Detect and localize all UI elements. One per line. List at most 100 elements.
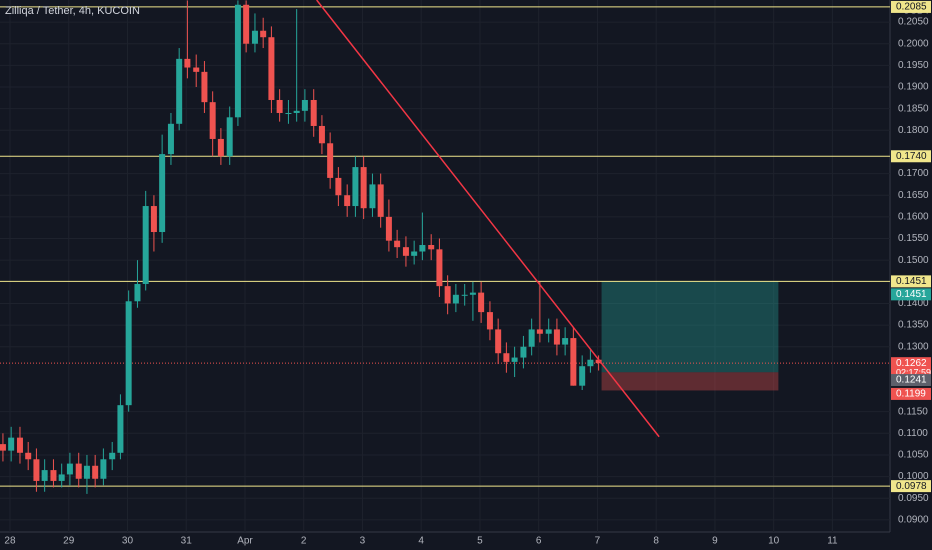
- candle-body: [335, 177, 342, 196]
- candle-body: [16, 437, 23, 453]
- candle-body: [444, 286, 451, 304]
- target-price-label: 0.1451: [896, 289, 927, 300]
- candle-body: [511, 357, 518, 362]
- candle-body: [0, 444, 6, 451]
- hline-price-label-bg: [891, 275, 931, 288]
- candle-body: [310, 99, 317, 126]
- candle-body: [83, 465, 90, 479]
- x-tick-label: 29: [63, 536, 75, 547]
- candle-body: [234, 4, 241, 118]
- x-tick-label: Apr: [237, 536, 253, 547]
- x-tick-label: 30: [122, 536, 134, 547]
- candle-body: [528, 329, 535, 347]
- candle-body: [109, 452, 116, 460]
- y-tick-label: 0.0950: [898, 493, 929, 504]
- candle-body: [436, 249, 443, 287]
- hline-price-label-bg: [891, 150, 931, 163]
- candle-body: [25, 452, 32, 460]
- x-tick-label: 2: [301, 536, 307, 547]
- hline-price-label-bg: [891, 480, 931, 493]
- candle-body: [243, 4, 250, 44]
- candle-body: [570, 338, 577, 386]
- x-tick-label: 28: [4, 536, 16, 547]
- candle-body: [66, 463, 73, 475]
- candle-body: [293, 110, 300, 113]
- candle-body: [159, 154, 166, 233]
- candle-body: [545, 329, 552, 334]
- x-tick-label: 5: [477, 536, 483, 547]
- chart-title: Zilliqa / Tether, 4h, KUCOIN: [5, 5, 140, 17]
- candle-body: [419, 245, 426, 252]
- y-tick-label: 0.1550: [898, 233, 929, 244]
- trendline: [316, 0, 660, 438]
- candle-body: [452, 294, 459, 304]
- candle-body: [478, 292, 485, 313]
- candle-body: [536, 329, 543, 334]
- x-tick-label: 31: [181, 536, 193, 547]
- candle-body: [276, 99, 283, 113]
- countdown: 02:17:59: [896, 368, 931, 378]
- candle-body: [553, 329, 560, 345]
- y-tick-label: 0.1500: [898, 255, 929, 266]
- hline-price-label: 0.1740: [896, 151, 927, 162]
- candle-body: [260, 30, 267, 38]
- y-tick-label: 0.0900: [898, 515, 929, 526]
- candle-body: [8, 437, 15, 451]
- candle-body: [411, 251, 418, 256]
- y-tick-label: 0.1050: [898, 450, 929, 461]
- x-tick-label: 10: [768, 536, 780, 547]
- candle-body: [394, 240, 401, 248]
- hline-price-label: 0.2085: [896, 2, 927, 13]
- candle-body: [209, 102, 216, 139]
- y-tick-label: 0.1800: [898, 125, 929, 136]
- x-tick-label: 7: [595, 536, 601, 547]
- candle-body: [125, 301, 132, 406]
- y-tick-label: 0.1600: [898, 212, 929, 223]
- candle-body: [428, 245, 435, 250]
- candle-body: [92, 465, 99, 479]
- candle-body: [142, 206, 149, 284]
- candle-body: [58, 474, 65, 481]
- y-tick-label: 0.1100: [898, 428, 928, 439]
- entry-price-label: 0.1241: [896, 375, 927, 386]
- target-price-label-bg: [891, 288, 931, 301]
- y-tick-label: 0.1350: [898, 320, 929, 331]
- candle-body: [184, 58, 191, 68]
- candle-body: [562, 338, 569, 345]
- candle-body: [360, 167, 367, 209]
- x-tick-label: 6: [536, 536, 542, 547]
- stop-zone: [601, 372, 779, 391]
- candle-body: [579, 366, 586, 386]
- candle-body: [50, 470, 57, 481]
- candle-body: [75, 463, 82, 479]
- y-tick-label: 0.1700: [898, 168, 929, 179]
- candle-body: [369, 184, 376, 209]
- candle-body: [352, 167, 359, 207]
- x-tick-label: 3: [360, 536, 366, 547]
- y-tick-label: 0.1950: [898, 60, 929, 71]
- candle-body: [385, 216, 392, 241]
- candle-body: [503, 353, 510, 362]
- candle-body: [486, 312, 493, 330]
- y-tick-label: 0.1000: [898, 471, 929, 482]
- candle-body: [327, 143, 334, 178]
- hline-price-label: 0.1451: [896, 276, 927, 287]
- candle-body: [251, 30, 258, 44]
- candle-body: [41, 470, 48, 481]
- x-tick-label: 11: [827, 536, 838, 547]
- candle-body: [318, 125, 325, 144]
- candle-body: [134, 283, 141, 302]
- candle-body: [176, 58, 183, 124]
- candle-body: [301, 99, 308, 111]
- candle-body: [193, 67, 200, 72]
- last-price-label: 0.1262: [896, 358, 927, 369]
- candle-body: [201, 71, 208, 103]
- candle-body: [461, 294, 468, 296]
- y-tick-label: 0.1150: [898, 406, 928, 417]
- entry-price-label-bg: [891, 374, 931, 387]
- hline-price-label-bg: [891, 0, 931, 13]
- y-tick-label: 0.1400: [898, 298, 929, 309]
- y-tick-label: 0.1650: [898, 190, 929, 201]
